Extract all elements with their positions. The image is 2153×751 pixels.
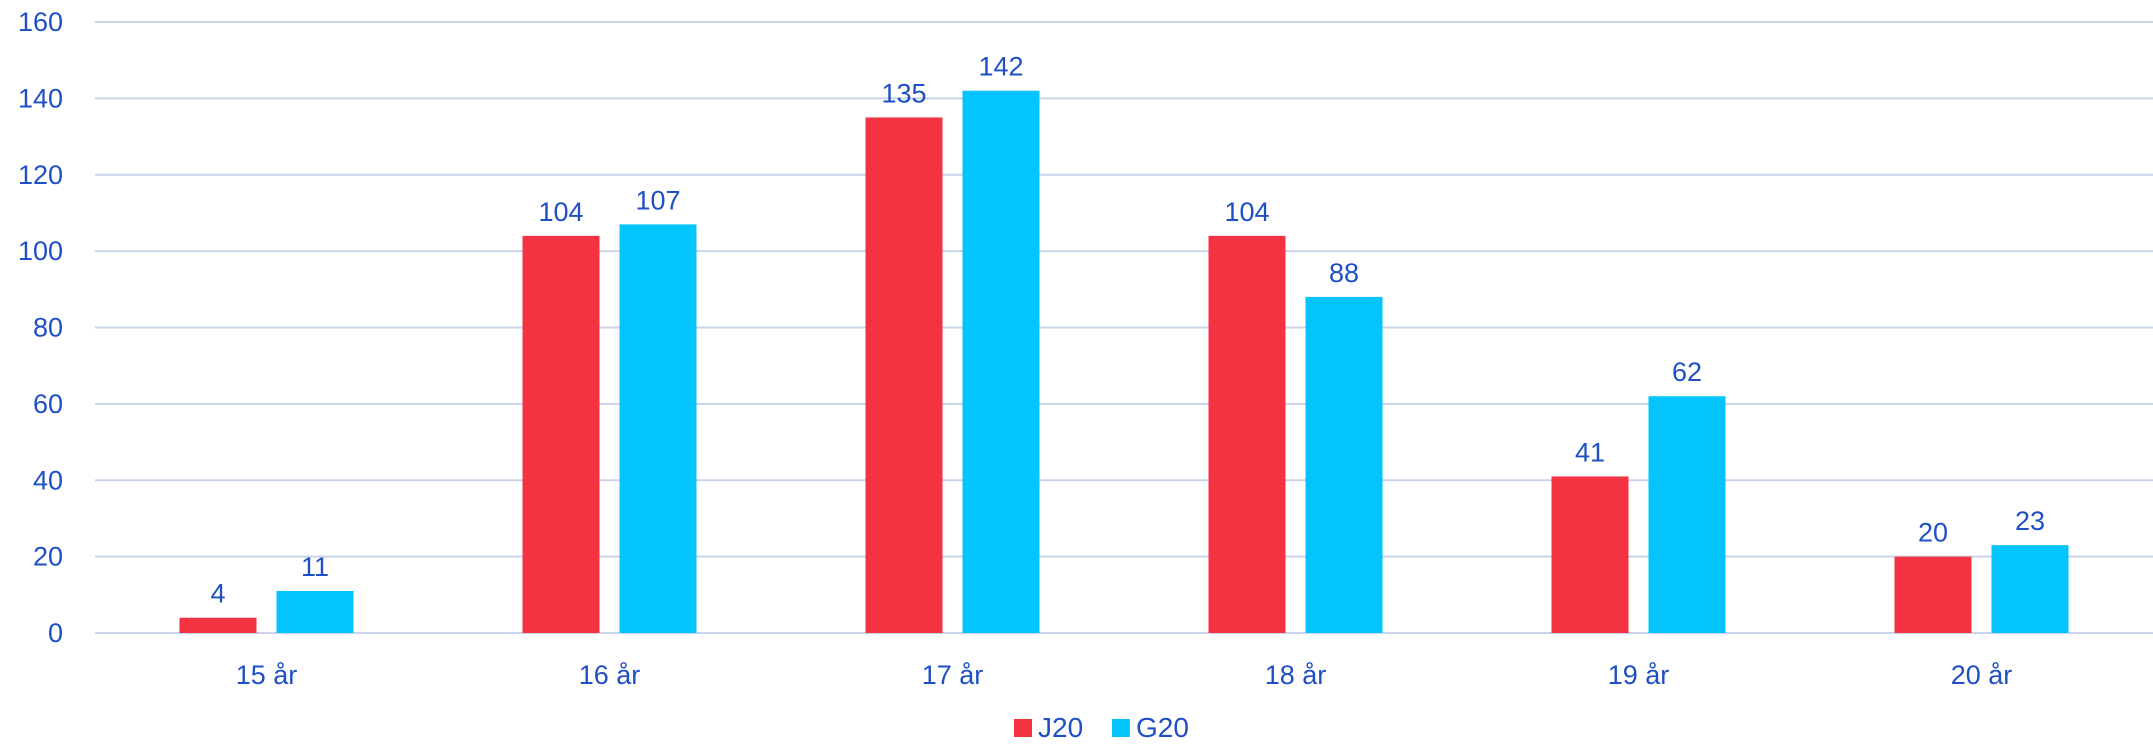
y-axis-ticks: 0 20 40 60 80 100 120 140 160 xyxy=(18,7,63,648)
x-tick-label: 19 år xyxy=(1608,660,1670,690)
bar-g20 xyxy=(962,90,1040,634)
bar-j20 xyxy=(179,617,257,633)
gridlines xyxy=(95,21,2153,634)
y-tick-label: 160 xyxy=(18,7,63,37)
y-tick-label: 20 xyxy=(33,542,63,572)
data-label: 23 xyxy=(2015,506,2045,536)
legend-label-j20: J20 xyxy=(1038,712,1083,743)
legend-swatch-j20 xyxy=(1014,719,1032,737)
data-label: 104 xyxy=(1224,197,1269,227)
legend: J20 G20 xyxy=(1014,712,1189,743)
bar-g20 xyxy=(1305,296,1383,633)
data-label: 104 xyxy=(538,197,583,227)
bar-j20 xyxy=(1894,556,1972,633)
legend-label-g20: G20 xyxy=(1136,712,1189,743)
x-axis-ticks: 15 år 16 år 17 år 18 år 19 år 20 år xyxy=(236,660,2013,690)
data-label: 88 xyxy=(1329,258,1359,288)
data-label: 107 xyxy=(635,185,680,215)
legend-swatch-g20 xyxy=(1112,719,1130,737)
data-label: 142 xyxy=(978,52,1023,82)
x-tick-label: 17 år xyxy=(922,660,984,690)
y-tick-label: 80 xyxy=(33,313,63,343)
bar-j20 xyxy=(865,117,943,633)
y-tick-label: 40 xyxy=(33,465,63,495)
data-labels: 4 11 104 107 135 142 104 88 41 62 20 23 xyxy=(210,52,2045,609)
x-tick-label: 16 år xyxy=(579,660,641,690)
y-tick-label: 120 xyxy=(18,160,63,190)
data-label: 20 xyxy=(1918,518,1948,548)
data-label: 62 xyxy=(1672,357,1702,387)
y-tick-label: 0 xyxy=(48,618,63,648)
y-tick-label: 60 xyxy=(33,389,63,419)
bar-g20 xyxy=(619,224,697,634)
data-label: 4 xyxy=(210,579,225,609)
data-label: 41 xyxy=(1575,437,1605,467)
x-tick-label: 20 år xyxy=(1951,660,2013,690)
data-label: 135 xyxy=(881,78,926,108)
bars xyxy=(179,90,2069,634)
bar-j20 xyxy=(522,235,600,633)
y-tick-label: 140 xyxy=(18,83,63,113)
bar-g20 xyxy=(1991,545,2069,633)
y-tick-label: 100 xyxy=(18,236,63,266)
bar-j20 xyxy=(1208,235,1286,633)
x-tick-label: 15 år xyxy=(236,660,298,690)
bar-j20 xyxy=(1551,476,1629,633)
data-label: 11 xyxy=(301,552,329,582)
x-tick-label: 18 år xyxy=(1265,660,1327,690)
bar-g20 xyxy=(276,590,354,633)
bar-g20 xyxy=(1648,396,1726,633)
